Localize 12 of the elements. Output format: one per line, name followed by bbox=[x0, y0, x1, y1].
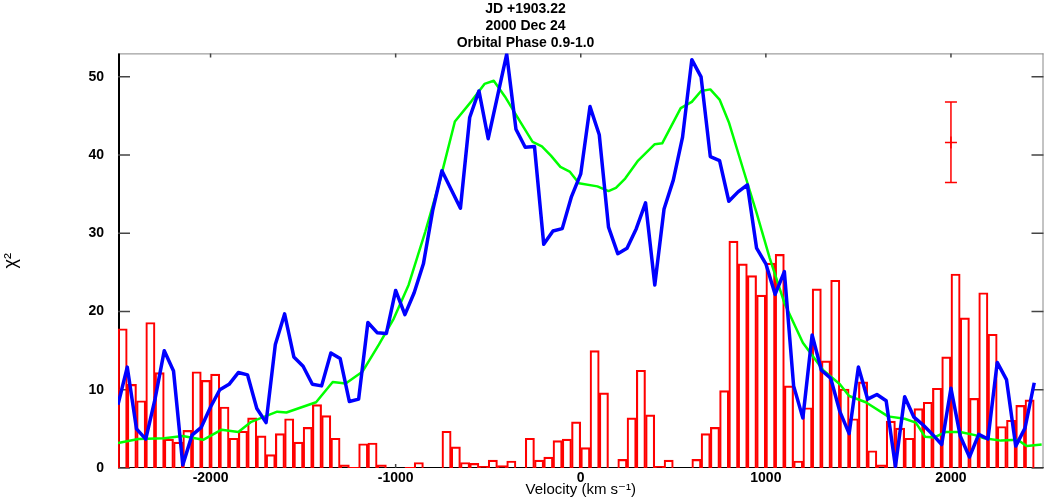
x-tick-label: 1000 bbox=[750, 469, 782, 486]
y-tick-label: 10 bbox=[88, 380, 105, 397]
y-tick-label: 20 bbox=[88, 302, 105, 319]
chart-title: JD +1903.22 2000 Dec 24 Orbital Phase 0.9-1.0 bbox=[456, 0, 595, 50]
x-tick-label: 2000 bbox=[935, 469, 967, 486]
y-tick-label: 50 bbox=[88, 67, 105, 84]
y-tick-label: 30 bbox=[88, 224, 105, 241]
y-tick-label: 40 bbox=[88, 145, 105, 162]
y-axis-title: χ² bbox=[0, 252, 20, 269]
x-tick-label: -1000 bbox=[377, 469, 414, 486]
x-tick-label: -2000 bbox=[192, 469, 229, 486]
y-tick-label: 0 bbox=[96, 458, 105, 475]
